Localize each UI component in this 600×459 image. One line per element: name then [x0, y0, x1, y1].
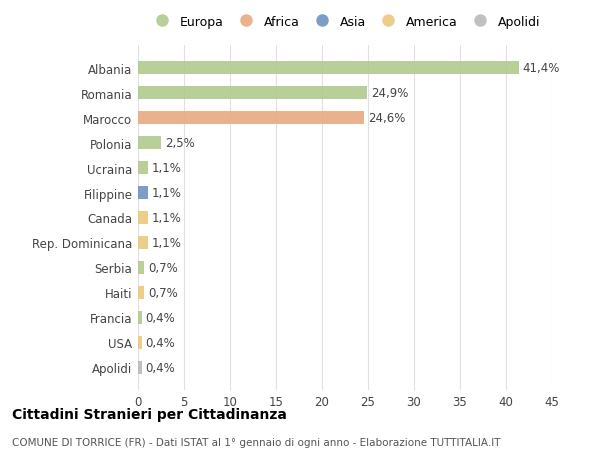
Text: 2,5%: 2,5%	[164, 137, 194, 150]
Bar	[138, 86, 367, 100]
Bar	[138, 161, 148, 175]
Bar	[138, 136, 161, 150]
Text: 1,1%: 1,1%	[152, 212, 182, 224]
Bar	[138, 186, 148, 200]
Text: COMUNE DI TORRICE (FR) - Dati ISTAT al 1° gennaio di ogni anno - Elaborazione TU: COMUNE DI TORRICE (FR) - Dati ISTAT al 1…	[12, 437, 500, 447]
Bar	[138, 311, 142, 325]
Bar	[138, 236, 148, 250]
Bar	[138, 336, 142, 350]
Text: Cittadini Stranieri per Cittadinanza: Cittadini Stranieri per Cittadinanza	[12, 407, 287, 421]
Text: 1,1%: 1,1%	[152, 187, 182, 200]
Text: 1,1%: 1,1%	[152, 162, 182, 174]
Bar	[138, 112, 364, 125]
Text: 41,4%: 41,4%	[523, 62, 560, 75]
Bar	[138, 286, 145, 300]
Text: 0,4%: 0,4%	[145, 311, 175, 324]
Bar	[138, 261, 145, 275]
Text: 0,7%: 0,7%	[148, 286, 178, 299]
Bar	[138, 361, 142, 375]
Legend: Europa, Africa, Asia, America, Apolidi: Europa, Africa, Asia, America, Apolidi	[145, 11, 545, 34]
Text: 0,7%: 0,7%	[148, 262, 178, 274]
Text: 1,1%: 1,1%	[152, 236, 182, 249]
Text: 24,9%: 24,9%	[371, 87, 408, 100]
Text: 24,6%: 24,6%	[368, 112, 406, 125]
Text: 0,4%: 0,4%	[145, 336, 175, 349]
Bar	[138, 211, 148, 225]
Text: 0,4%: 0,4%	[145, 361, 175, 374]
Bar	[138, 62, 519, 75]
